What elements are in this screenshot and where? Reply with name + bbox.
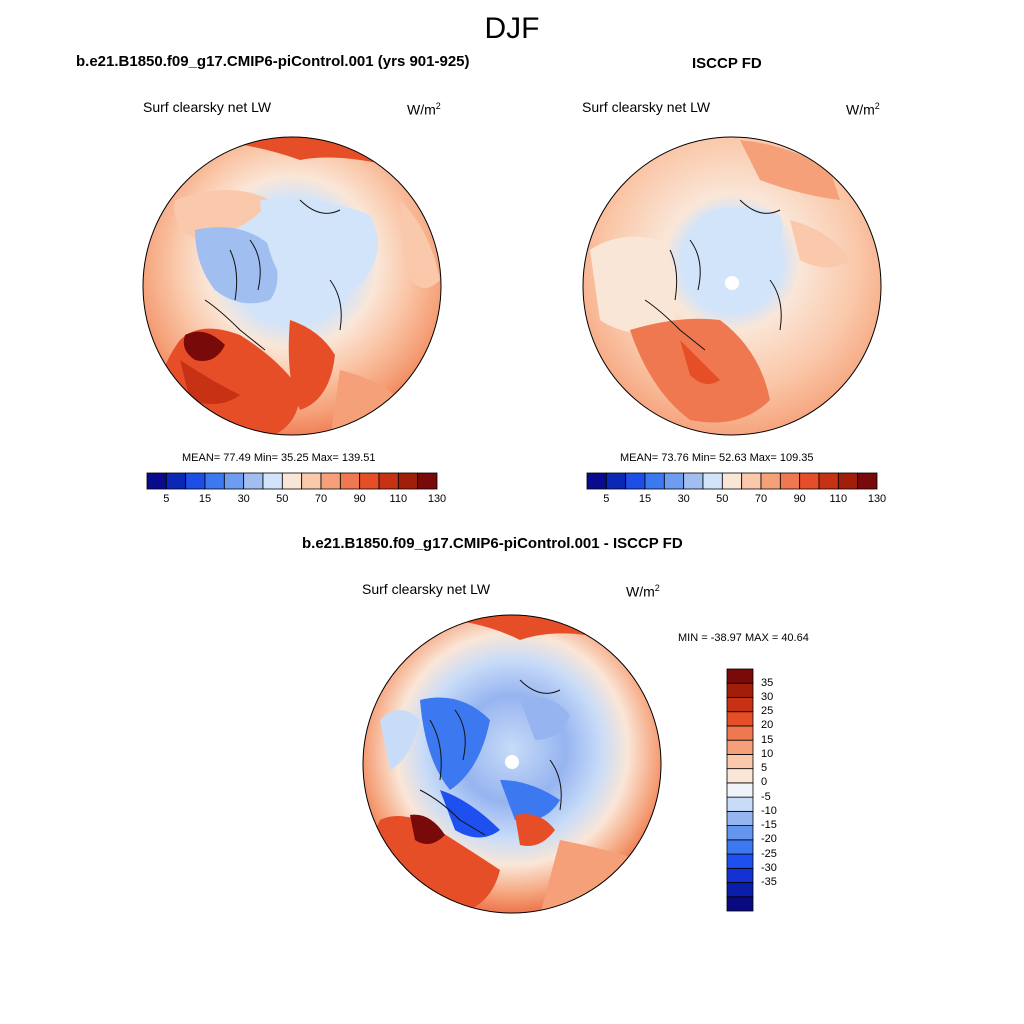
diff-colorbar-tick-label: 10 <box>761 747 774 760</box>
diff-colorbar <box>726 668 754 912</box>
obs-colorbar <box>586 472 878 490</box>
figure-title: DJF <box>484 12 540 45</box>
model-colorbar-tick-label: 5 <box>163 493 170 505</box>
obs-colorbar-tick-label: 110 <box>829 493 848 505</box>
diff-colorbar-tick-label: 35 <box>761 676 774 689</box>
model-colorbar-tick-label: 15 <box>198 493 212 505</box>
obs-colorbar-tick-label: 30 <box>677 493 690 505</box>
model-colorbar-tick-label: 110 <box>389 493 408 505</box>
obs-colorbar-labels: 5 15 30 50 70 90 110 130 <box>587 493 886 507</box>
diff-colorbar-tick-label: 15 <box>761 733 774 746</box>
diff-colorbar-swatch <box>726 782 754 798</box>
diff-colorbar-swatch <box>726 796 754 812</box>
diff-colorbar-tick-label: -5 <box>761 790 771 803</box>
diff-colorbar-swatch <box>726 754 754 770</box>
model-colorbar-tick-label: 130 <box>427 493 447 505</box>
diff-colorbar-swatch <box>726 739 754 755</box>
diff-colorbar-swatch <box>726 810 754 826</box>
diff-colorbar-tick-label: -35 <box>761 876 777 888</box>
diff-colorbar-swatch <box>726 697 754 713</box>
model-colorbar-swatch <box>417 472 438 490</box>
diff-colorbar-labels: 35 30 25 20 15 10 5 0 -5 -10 -15 -20 -25 -30 -35 <box>757 669 797 911</box>
diff-colorbar-tick-label: 0 <box>761 776 768 789</box>
diff-colorbar-swatch <box>726 711 754 727</box>
diff-stats: MIN = -38.97 MAX = 40.64 <box>678 632 809 644</box>
diff-colorbar-swatch <box>726 768 754 784</box>
obs-colorbar-swatch <box>857 472 878 490</box>
diff-colorbar-swatch <box>726 853 754 869</box>
diff-units: W/m2 <box>626 583 660 600</box>
diff-colorbar-swatch <box>726 668 754 684</box>
diff-colorbar-swatch <box>726 825 754 841</box>
model-colorbar-labels: 5 15 30 50 70 90 110 130 <box>147 493 446 507</box>
obs-colorbar-tick-label: 15 <box>638 493 652 505</box>
model-units: W/m2 <box>407 101 441 118</box>
diff-colorbar-tick-label: -30 <box>761 861 777 874</box>
model-colorbar-tick-label: 30 <box>237 493 250 505</box>
diff-colorbar-swatch <box>726 867 754 883</box>
diff-colorbar-tick-label: 30 <box>761 691 774 703</box>
model-colorbar-tick-label: 70 <box>314 493 328 505</box>
diff-colorbar-tick-label: -25 <box>761 847 777 860</box>
diff-colorbar-swatch <box>726 682 754 698</box>
obs-colorbar-tick-label: 90 <box>793 493 806 505</box>
obs-colorbar-tick-label: 130 <box>867 493 887 505</box>
diff-colorbar-tick-label: 25 <box>761 705 774 718</box>
obs-units: W/m2 <box>846 101 880 118</box>
obs-colorbar-tick-label: 50 <box>716 493 729 505</box>
diff-panel-title: b.e21.B1850.f09_g17.CMIP6-piControl.001 … <box>302 535 683 552</box>
diff-colorbar-tick-label: 20 <box>761 719 774 732</box>
diff-colorbar-swatch <box>726 839 754 855</box>
model-colorbar-tick-label: 90 <box>353 493 366 505</box>
diff-colorbar-swatch <box>726 896 754 912</box>
obs-variable-label: Surf clearsky net LW <box>582 99 711 115</box>
model-variable-label: Surf clearsky net LW <box>143 99 272 115</box>
obs-colorbar-tick-label: 5 <box>603 493 610 505</box>
diff-colorbar-tick-label: -20 <box>761 833 777 846</box>
diff-colorbar-tick-label: 5 <box>761 762 768 775</box>
model-colorbar <box>146 472 438 490</box>
obs-stats: MEAN= 73.76 Min= 52.63 Max= 109.35 <box>620 452 814 464</box>
model-stats: MEAN= 77.49 Min= 35.25 Max= 139.51 <box>182 452 376 464</box>
diff-colorbar-tick-label: -15 <box>761 819 777 832</box>
diff-colorbar-tick-label: -10 <box>761 804 777 817</box>
diff-colorbar-swatch <box>726 725 754 741</box>
model-panel-title: b.e21.B1850.f09_g17.CMIP6-piControl.001 … <box>76 53 470 70</box>
model-colorbar-tick-label: 50 <box>276 493 289 505</box>
obs-colorbar-tick-label: 70 <box>754 493 768 505</box>
obs-panel-title: ISCCP FD <box>692 55 762 72</box>
diff-variable-label: Surf clearsky net LW <box>362 581 491 597</box>
diff-colorbar-swatch <box>726 882 754 898</box>
